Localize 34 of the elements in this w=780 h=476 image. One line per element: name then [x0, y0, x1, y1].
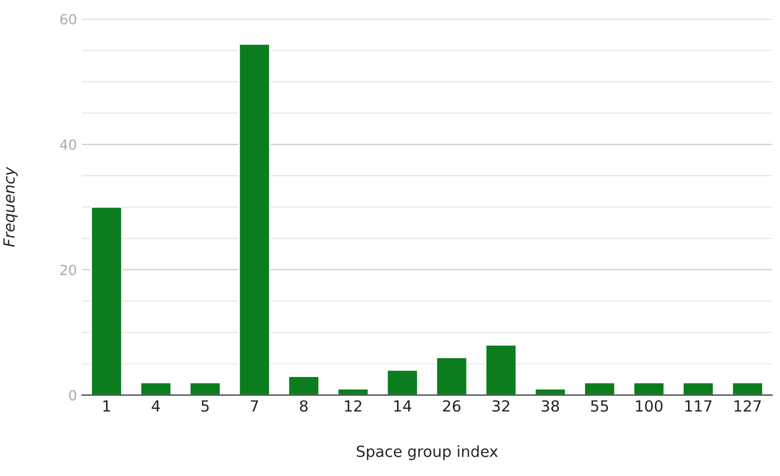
- y-tick-label: 40: [60, 139, 76, 150]
- x-tick-label: 38: [542, 400, 559, 412]
- bar: [189, 382, 222, 396]
- x-tick-label: 14: [394, 400, 412, 412]
- bar: [682, 382, 714, 396]
- x-tick-label: 12: [345, 400, 362, 412]
- y-tick-label: 60: [60, 14, 76, 25]
- x-tick-label: 1: [103, 400, 110, 412]
- bar: [140, 382, 172, 396]
- bar: [337, 388, 370, 396]
- x-tick-label: 26: [443, 400, 460, 412]
- bar: [732, 382, 764, 396]
- x-axis-title: Space group index: [356, 445, 498, 460]
- x-tick-label: 7: [250, 400, 258, 412]
- bar: [386, 369, 418, 396]
- y-axis-title: Frequency: [3, 166, 18, 247]
- bar: [90, 206, 123, 396]
- y-tick-label: 20: [60, 264, 76, 276]
- x-tick-label: 4: [152, 400, 160, 412]
- x-tick-label: 8: [300, 400, 308, 412]
- y-tick-label: 0: [69, 390, 76, 401]
- bar: [534, 388, 566, 396]
- x-tick-label: 5: [201, 400, 209, 412]
- bar: [436, 356, 468, 396]
- bar: [584, 382, 616, 396]
- bar: [288, 376, 320, 396]
- x-tick-label: 55: [591, 400, 608, 412]
- bar: [632, 382, 665, 396]
- x-tick-label: 127: [734, 400, 761, 412]
- x-tick-label: 32: [492, 400, 510, 412]
- x-tick-label: 117: [685, 400, 712, 412]
- x-tick-label: 100: [636, 400, 662, 412]
- bar: [238, 43, 270, 396]
- bar: [485, 344, 517, 396]
